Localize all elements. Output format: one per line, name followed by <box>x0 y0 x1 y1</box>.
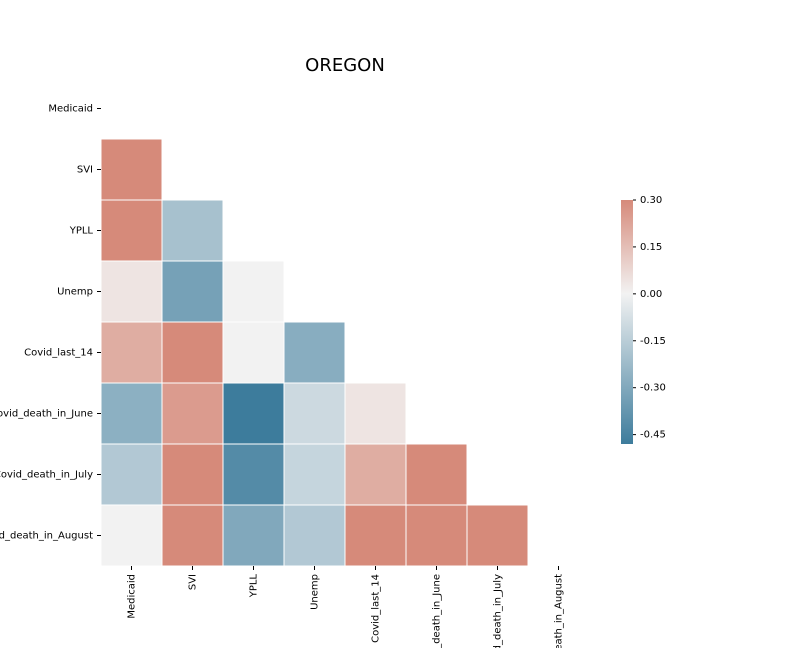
heatmap-cell <box>100 138 163 201</box>
heatmap-cell <box>161 321 224 384</box>
x-tick-label: Covid_last_14 <box>371 574 382 643</box>
heatmap-cell <box>283 443 346 506</box>
heatmap-cell <box>466 504 529 567</box>
colorbar-tick-label: 0.15 <box>640 242 662 253</box>
heatmap-cell <box>100 382 163 445</box>
y-tick-label: SVI <box>77 165 93 176</box>
chart-title: OREGON <box>305 55 385 76</box>
colorbar <box>621 200 633 444</box>
x-tick-label: Covid_death_in_July <box>493 574 504 648</box>
heatmap-cell <box>161 382 224 445</box>
heatmap-cell <box>100 443 163 506</box>
heatmap-cell <box>405 504 468 567</box>
heatmap-cell <box>222 443 285 506</box>
heatmap-cell <box>222 382 285 445</box>
heatmap-cell <box>283 382 346 445</box>
x-tick-label: YPLL <box>249 574 260 599</box>
heatmap-cell <box>161 260 224 323</box>
heatmap-cell <box>222 504 285 567</box>
colorbar-tick-label: -0.30 <box>640 383 666 394</box>
y-tick-label: Covid_death_in_August <box>0 531 93 542</box>
x-tick-label: Medicaid <box>127 574 138 619</box>
heatmap-cell <box>161 199 224 262</box>
x-tick-label: SVI <box>188 574 199 590</box>
heatmap-cell <box>344 443 407 506</box>
heatmap-cell <box>405 443 468 506</box>
x-tick-label: Covid_death_in_August <box>554 574 565 648</box>
heatmap-cell <box>100 260 163 323</box>
heatmap-cell <box>344 382 407 445</box>
heatmap-cell <box>100 199 163 262</box>
y-tick-label: Unemp <box>57 287 93 298</box>
colorbar-tick-label: 0.00 <box>640 289 662 300</box>
heatmap-cell <box>161 504 224 567</box>
heatmap-cell <box>161 443 224 506</box>
y-tick-label: Medicaid <box>48 104 93 115</box>
heatmap-cell <box>222 260 285 323</box>
y-tick-label: YPLL <box>69 226 94 237</box>
heatmap-cell <box>283 504 346 567</box>
y-tick-label: Covid_death_in_July <box>0 470 93 481</box>
y-tick-label: Covid_last_14 <box>24 348 93 359</box>
colorbar-tick-label: 0.30 <box>640 195 662 206</box>
colorbar-tick-label: -0.45 <box>640 430 666 441</box>
y-tick-label: Covid_death_in_June <box>0 409 93 420</box>
heatmap-cell <box>344 504 407 567</box>
heatmap-cell <box>100 504 163 567</box>
heatmap-cell <box>100 321 163 384</box>
x-tick-label: Covid_death_in_June <box>432 574 443 648</box>
heatmap-cell <box>222 321 285 384</box>
heatmap-cell <box>283 321 346 384</box>
x-tick-label: Unemp <box>310 574 321 610</box>
colorbar-tick-label: -0.15 <box>640 336 666 347</box>
